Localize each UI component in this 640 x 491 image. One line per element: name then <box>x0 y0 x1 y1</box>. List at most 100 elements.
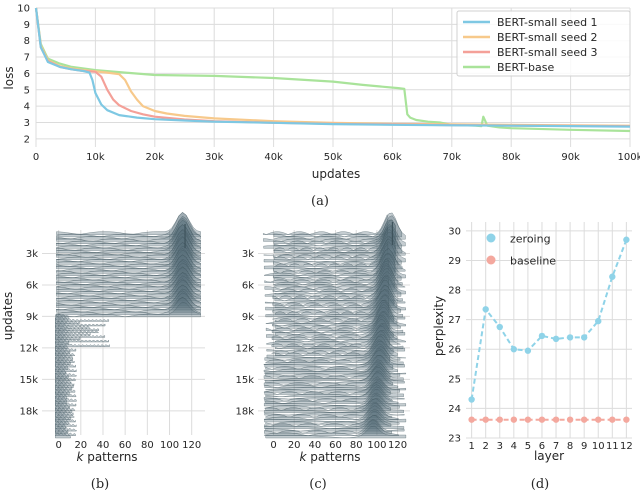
ridge-row <box>265 382 404 398</box>
ridge-row <box>55 384 73 391</box>
perplexity-y-tick-label: 23 <box>448 434 461 445</box>
ridge-row <box>263 219 396 242</box>
caption-d: (d) <box>531 477 549 491</box>
ridge-row <box>273 228 403 254</box>
loss-x-tick-label: 20k <box>146 152 165 163</box>
loss-series-line <box>34 7 631 128</box>
perplexity-point <box>623 416 630 423</box>
perplexity-point <box>552 335 560 343</box>
perplexity-x-tick-label: 12 <box>620 441 633 452</box>
ridgeline-chart-c: 0 20 40 60 80 100 120 3k 6k 9k 12k 15k 18k k patter… <box>235 212 410 491</box>
ridge-row <box>265 299 404 318</box>
perplexity-chart-y-ticks: 23 24 25 26 27 28 29 30 <box>448 226 461 444</box>
legend-label: BERT-small seed 1 <box>497 16 598 29</box>
ridge-y-tick-label: 18k <box>19 406 38 417</box>
perplexity-point <box>496 323 503 331</box>
ridge-row <box>56 292 201 311</box>
ridge-row <box>55 405 76 411</box>
ridge-row <box>265 403 393 418</box>
ridge-row <box>55 423 66 430</box>
ridge-x-tick-label: 100 <box>367 440 386 451</box>
perplexity-x-tick-label: 10 <box>592 441 605 452</box>
ridge-y-tick-label: 18k <box>235 406 254 417</box>
ridge-row <box>55 318 80 324</box>
ridge-x-tick-label: 80 <box>141 440 154 451</box>
loss-y-tick-label: 6 <box>24 69 30 80</box>
perplexity-point <box>468 396 475 403</box>
loss-x-tick-label: 60k <box>383 152 402 163</box>
loss-y-tick-label: 2 <box>24 134 30 145</box>
ridge-row <box>266 318 394 338</box>
loss-x-tick-label: 100k <box>618 152 640 163</box>
perplexity-point <box>524 347 532 354</box>
ridge-row <box>56 262 201 283</box>
ridge-row <box>271 314 404 334</box>
ridge-row <box>55 316 110 322</box>
ridge-x-tick-label: 60 <box>119 440 132 451</box>
ridge-x-tick-label: 40 <box>309 440 322 451</box>
ridge-row <box>264 402 405 416</box>
ridge-y-tick-label: 15k <box>235 375 254 386</box>
ridge-row <box>55 382 74 388</box>
perplexity-point <box>468 416 475 423</box>
perplexity-y-tick-label: 24 <box>448 404 461 415</box>
legend-label: zeroing <box>510 233 551 246</box>
ridge-row <box>56 258 201 279</box>
ridge-row <box>55 371 77 377</box>
perplexity-point <box>580 334 588 341</box>
ridge-row <box>264 260 389 283</box>
ridge-row <box>55 430 76 436</box>
legend-marker <box>486 233 496 243</box>
perplexity-point <box>538 416 546 423</box>
ridge-row <box>56 284 201 304</box>
loss-y-tick-label: 10 <box>17 4 30 15</box>
ridge-row <box>56 266 201 286</box>
ridge-row <box>55 332 106 338</box>
perplexity-point <box>609 416 616 423</box>
perplexity-y-tick-label: 25 <box>448 374 461 385</box>
perplexity-point <box>510 346 518 353</box>
caption-b: (b) <box>91 477 109 491</box>
ridge-row <box>274 252 395 274</box>
ridge-row <box>55 327 99 334</box>
legend-label: BERT-small seed 2 <box>497 31 598 44</box>
ridge-x-tick-label: 120 <box>182 440 201 451</box>
ridge-x-tick-label: 80 <box>350 440 363 451</box>
ridge-row <box>56 232 201 256</box>
loss-chart-x-ticks: 0 10k 20k 30k 40k 50k 60k 70k 80k 90k 100k <box>33 152 640 163</box>
ridge-row <box>56 279 201 299</box>
loss-series-line <box>34 7 631 133</box>
perplexity-chart-ylabel: perplexity <box>432 296 446 356</box>
ridge-row <box>262 214 388 235</box>
perplexity-point <box>609 273 616 280</box>
loss-x-tick-label: 50k <box>324 152 343 163</box>
ridge-row <box>56 249 201 272</box>
ridge-y-tick-label: 15k <box>19 375 38 386</box>
perplexity-point <box>510 416 518 423</box>
perplexity-point <box>482 306 489 313</box>
ridge-row <box>55 391 77 398</box>
ridge-x-tick-label: 100 <box>160 440 179 451</box>
ridge-row <box>264 365 404 382</box>
loss-y-tick-label: 4 <box>24 102 30 113</box>
ridge-row <box>56 217 201 242</box>
ridge-y-tick-label: 3k <box>26 249 38 260</box>
ridge-row <box>272 293 402 313</box>
perplexity-x-tick-label: 6 <box>539 441 545 452</box>
loss-x-tick-label: 90k <box>561 152 580 163</box>
ridge-row <box>55 409 74 416</box>
ridge-row <box>55 432 71 439</box>
legend-box <box>456 10 631 77</box>
ridge-row <box>56 247 201 270</box>
ridge-x-tick-label: 20 <box>288 440 301 451</box>
ridge-row <box>274 310 401 329</box>
legend-marker <box>486 255 496 265</box>
ridge-row <box>55 329 91 336</box>
ridgeline-c-x-ticks: 0 20 40 60 80 100 120 <box>270 440 407 451</box>
perplexity-x-tick-label: 7 <box>553 441 559 452</box>
ridge-row <box>272 257 406 279</box>
ridge-row <box>55 387 76 393</box>
ridge-row <box>264 414 392 427</box>
caption-a: (a) <box>311 194 329 209</box>
ridge-y-tick-label: 9k <box>242 312 254 323</box>
